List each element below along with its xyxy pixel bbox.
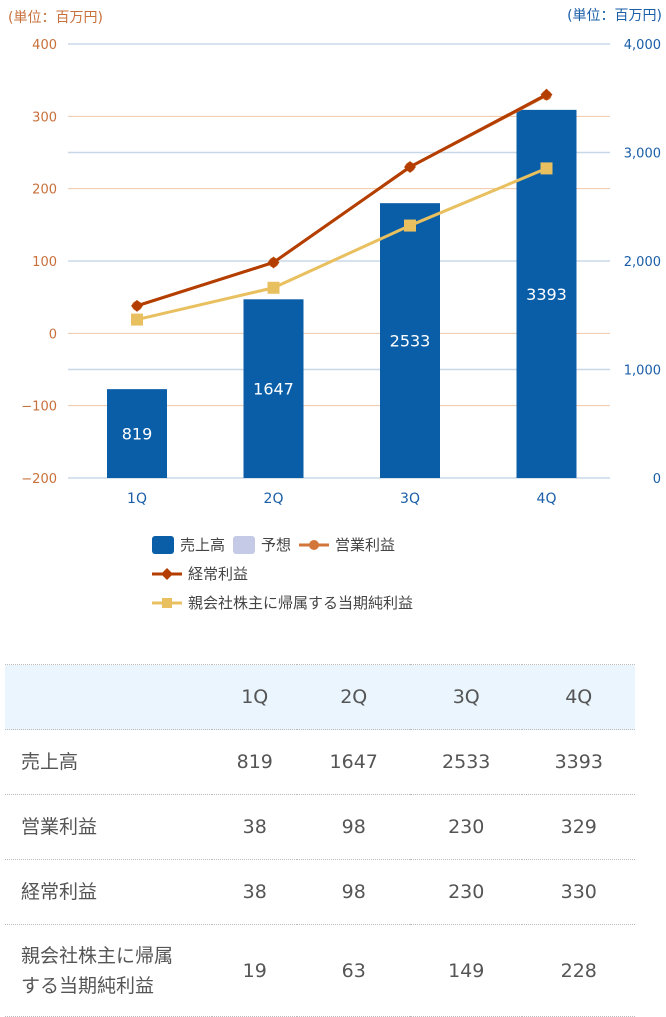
row-label: 親会社株主に帰属 する当期純利益 bbox=[5, 924, 212, 1017]
left-unit-label: (単位：百万円) bbox=[8, 10, 103, 26]
legend-item-sales[interactable]: 売上高 bbox=[152, 534, 225, 555]
left-tick-label: 300 bbox=[32, 110, 57, 125]
bar-data-label: 1647 bbox=[253, 380, 294, 399]
row-label: 経常利益 bbox=[5, 859, 212, 925]
left-tick-label: 200 bbox=[32, 183, 57, 198]
row-label-line: 親会社株主に帰属 bbox=[21, 944, 174, 967]
table-header: 1Q bbox=[212, 664, 298, 730]
legend-label: 経常利益 bbox=[188, 565, 249, 583]
line-marker bbox=[131, 299, 143, 312]
table-row: 経常利益 38 98 230 330 bbox=[5, 859, 635, 925]
bar-data-label: 3393 bbox=[526, 285, 567, 304]
table-header: 4Q bbox=[522, 664, 635, 730]
table-cell: 38 bbox=[212, 859, 298, 925]
bar-sales bbox=[243, 299, 304, 478]
legend-square-marker-icon bbox=[152, 597, 182, 608]
series-line bbox=[136, 167, 548, 322]
data-table: 1Q 2Q 3Q 4Q 売上高 819 1647 2533 3393 営業利益 38 98 23… bbox=[5, 664, 635, 1017]
line-marker bbox=[267, 281, 280, 294]
legend-swatch bbox=[152, 535, 174, 554]
left-tick-label: 100 bbox=[32, 255, 57, 270]
line-marker bbox=[131, 313, 143, 326]
bar-sales bbox=[107, 389, 167, 478]
bar-data-label: 819 bbox=[122, 425, 153, 444]
table-cell: 228 bbox=[522, 924, 635, 1017]
chart: (単位：百万円) (単位：百万円) 400 300 200 100 0 −100 −200 4,0… bbox=[8, 8, 662, 507]
table-cell: 230 bbox=[409, 794, 523, 860]
line-marker bbox=[540, 88, 553, 101]
right-tick-label: 1,000 bbox=[624, 364, 661, 379]
table-cell: 230 bbox=[409, 859, 523, 925]
table-cell: 149 bbox=[409, 924, 523, 1017]
legend-item-forecast[interactable]: 予想 bbox=[233, 534, 291, 555]
left-tick-label: 400 bbox=[32, 38, 57, 53]
x-tick-label: 4Q bbox=[537, 491, 557, 507]
bar-sales bbox=[380, 203, 440, 478]
series-line bbox=[136, 93, 548, 308]
row-label: 営業利益 bbox=[5, 794, 212, 860]
legend-diamond-marker-icon bbox=[152, 567, 182, 580]
row-label-line: する当期純利益 bbox=[21, 974, 155, 997]
line-marker bbox=[404, 160, 416, 173]
table-header bbox=[5, 664, 212, 730]
table-header: 3Q bbox=[409, 664, 523, 730]
table-header: 2Q bbox=[297, 664, 410, 730]
legend-label: 売上高 bbox=[180, 536, 226, 554]
line-marker bbox=[404, 219, 416, 232]
table-cell: 819 bbox=[212, 729, 298, 795]
x-tick-label: 1Q bbox=[127, 491, 147, 507]
line-marker bbox=[540, 162, 553, 175]
legend-item-net-income[interactable]: 親会社株主に帰属する当期純利益 bbox=[152, 592, 413, 613]
table-cell: 38 bbox=[212, 794, 298, 860]
legend: 売上高 予想 営業利益 経常利益 親会社株主に帰属する当期純利益 bbox=[152, 530, 482, 617]
right-tick-label: 2,000 bbox=[624, 255, 661, 270]
right-unit-label: (単位：百万円) bbox=[567, 8, 662, 24]
table-row: 営業利益 38 98 230 329 bbox=[5, 794, 635, 860]
right-tick-label: 3,000 bbox=[624, 147, 661, 162]
legend-circle-marker-icon bbox=[299, 539, 330, 550]
table-cell: 3393 bbox=[522, 729, 635, 795]
legend-label: 親会社株主に帰属する当期純利益 bbox=[188, 594, 414, 612]
table-cell: 19 bbox=[212, 924, 298, 1017]
right-tick-label: 4,000 bbox=[624, 38, 661, 53]
table-row: 親会社株主に帰属 する当期純利益 19 63 149 228 bbox=[5, 924, 635, 1017]
legend-item-ordinary-profit[interactable]: 経常利益 bbox=[152, 563, 248, 584]
bar-data-label: 2533 bbox=[390, 332, 431, 351]
legend-swatch bbox=[233, 535, 256, 554]
left-tick-label: −200 bbox=[21, 472, 57, 487]
legend-label: 営業利益 bbox=[335, 536, 396, 554]
x-tick-label: 3Q bbox=[400, 491, 420, 507]
line-marker bbox=[267, 256, 280, 269]
table-cell: 330 bbox=[522, 859, 635, 925]
table-row: 売上高 819 1647 2533 3393 bbox=[5, 729, 635, 795]
left-tick-label: 0 bbox=[49, 327, 57, 342]
x-tick-label: 2Q bbox=[264, 491, 284, 507]
left-tick-label: −100 bbox=[21, 400, 57, 415]
table-cell: 98 bbox=[297, 859, 410, 925]
table-cell: 98 bbox=[297, 794, 410, 860]
table-cell: 63 bbox=[297, 924, 410, 1017]
table-cell: 1647 bbox=[297, 729, 410, 795]
legend-label: 予想 bbox=[261, 536, 292, 554]
right-tick-label: 0 bbox=[653, 472, 661, 487]
table-cell: 329 bbox=[522, 794, 635, 860]
row-label: 売上高 bbox=[5, 729, 212, 795]
legend-item-operating-profit[interactable]: 営業利益 bbox=[299, 534, 395, 555]
table-cell: 2533 bbox=[409, 729, 523, 795]
